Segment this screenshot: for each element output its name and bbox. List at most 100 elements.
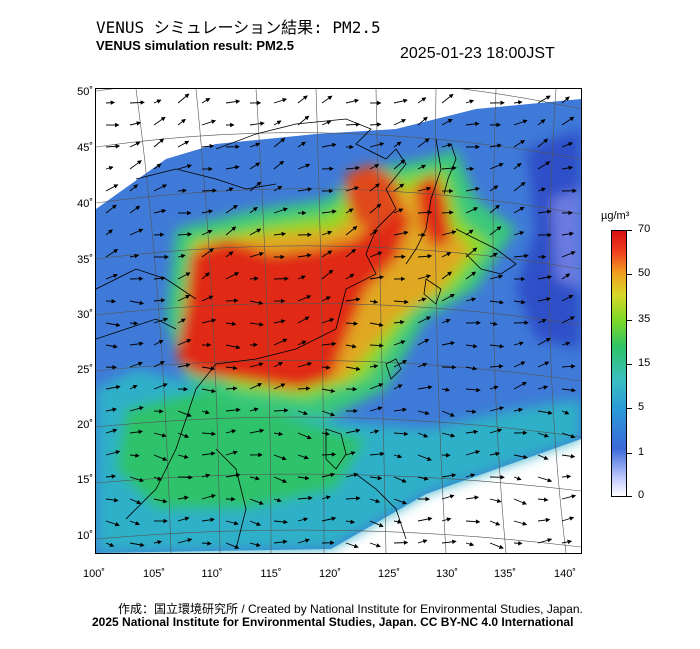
wind-arrow [153,340,164,346]
wind-arrow [249,142,261,148]
colorbar-tick-label: 35 [638,313,651,325]
wind-arrow [417,476,429,481]
wind-arrow [153,498,168,504]
pm25-map [96,89,581,553]
wind-arrow [201,272,210,280]
lat-tick-label: 50˚ [77,86,93,98]
wind-arrow [345,98,360,104]
wind-arrow [537,361,550,368]
wind-arrow [225,344,241,350]
wind-arrow [465,247,478,258]
wind-arrow [393,159,406,170]
wind-arrow [225,251,234,258]
wind-arrow [465,429,479,435]
wind-arrow [177,410,192,417]
wind-arrow [489,252,498,258]
wind-arrow [273,497,282,503]
wind-arrow [345,519,355,524]
wind-arrow [297,141,306,148]
wind-arrow [561,231,574,237]
wind-arrow [249,276,259,281]
wind-arrow [417,432,429,438]
wind-arrow [297,187,313,192]
wind-arrow [561,516,575,522]
wind-arrow [513,541,523,546]
wind-arrow [489,226,502,236]
wind-arrow [249,206,258,214]
wind-arrow [129,141,141,148]
wind-arrow [393,407,407,413]
wind-arrow [513,119,528,126]
wind-arrow [489,542,504,549]
wind-arrow [537,497,549,502]
wind-arrow [105,542,115,547]
wind-arrow [465,99,475,104]
wind-arrow [225,365,238,371]
wind-arrow [561,96,570,104]
wind-arrow [345,542,359,549]
wind-arrow [297,475,310,481]
wind-arrow [273,276,289,281]
colorbar-tick-label: 5 [638,401,645,413]
wind-arrow [225,542,240,549]
colorbar-tick-label: 15 [638,357,651,369]
wind-arrow [561,432,576,439]
wind-arrow [153,138,165,148]
wind-arrow [153,116,166,126]
wind-arrow [393,119,407,126]
wind-arrow [465,495,479,500]
wind-arrow [537,432,549,438]
wind-arrow [129,476,145,483]
wind-arrow [417,97,427,104]
wind-arrow [129,205,141,214]
wind-arrow [513,253,529,259]
wind-arrow [249,162,261,170]
wind-arrow [345,248,356,258]
wind-arrow [201,541,212,546]
colorbar-tick-label: 1 [638,446,645,458]
wind-arrow [273,454,287,461]
wind-arrow [201,295,214,302]
concentration-field [96,99,581,553]
wind-arrow [153,454,168,461]
wind-arrow [225,473,241,478]
wind-arrow [297,340,307,346]
wind-arrow [441,230,457,236]
wind-arrow [561,316,576,324]
wind-arrow [177,516,190,522]
wind-arrow [321,388,336,394]
wind-arrow [393,320,405,325]
wind-arrow [249,181,262,192]
wind-arrow [249,428,265,434]
wind-arrow [561,251,576,258]
wind-arrow [129,160,142,170]
wind-arrow [465,121,480,127]
wind-arrow [129,100,145,105]
wind-arrow [345,428,361,434]
lat-tick-label: 10˚ [77,530,93,542]
wind-arrow [465,207,479,214]
wind-arrow [369,498,381,504]
wind-arrow [489,204,500,214]
wind-arrow [249,362,264,368]
lat-tick-label: 25˚ [77,364,93,376]
wind-arrow [441,319,451,324]
wind-arrow [297,517,309,522]
wind-arrow [441,210,454,215]
wind-arrow [153,276,166,281]
wind-arrow [369,322,384,327]
wind-arrow [393,360,408,368]
wind-arrow [465,271,477,280]
wind-arrow [129,321,139,326]
wind-arrow [201,318,217,324]
wind-arrow [369,542,381,548]
colorbar-tick [626,364,632,365]
wind-arrow [177,454,189,459]
wind-arrow [369,203,382,214]
wind-arrow [393,476,407,483]
wind-arrow [105,450,121,456]
title-english: VENUS simulation result: PM2.5 [96,38,294,53]
colorbar-tick-label: 0 [638,489,645,501]
wind-arrow [393,454,403,459]
wind-arrow [417,539,428,544]
